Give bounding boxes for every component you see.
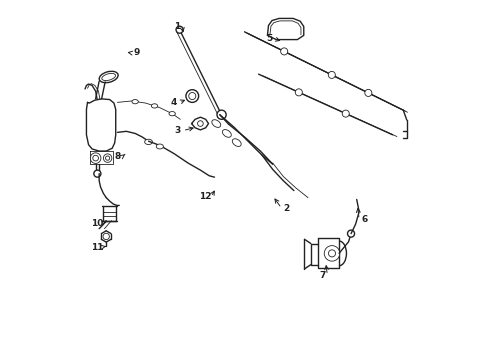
Circle shape xyxy=(197,121,203,126)
Text: 11: 11 xyxy=(91,243,103,252)
Text: 5: 5 xyxy=(265,34,272,43)
Ellipse shape xyxy=(151,104,158,108)
Text: 12: 12 xyxy=(199,193,211,202)
Text: 6: 6 xyxy=(361,215,367,224)
Text: 3: 3 xyxy=(174,126,180,135)
Text: 10: 10 xyxy=(91,219,103,228)
Text: 8: 8 xyxy=(114,152,121,161)
Text: 7: 7 xyxy=(318,271,325,280)
Circle shape xyxy=(324,246,339,261)
Circle shape xyxy=(327,71,335,78)
Text: 4: 4 xyxy=(170,98,177,107)
Text: 9: 9 xyxy=(133,49,140,58)
Text: 2: 2 xyxy=(283,204,289,213)
Circle shape xyxy=(94,170,101,177)
Ellipse shape xyxy=(144,139,152,145)
Circle shape xyxy=(342,110,348,117)
Circle shape xyxy=(90,153,101,163)
Circle shape xyxy=(176,26,183,33)
Ellipse shape xyxy=(169,112,175,116)
Circle shape xyxy=(280,48,287,55)
Text: 1: 1 xyxy=(173,22,180,31)
Circle shape xyxy=(295,89,302,96)
Ellipse shape xyxy=(132,100,138,104)
Circle shape xyxy=(364,89,371,96)
Circle shape xyxy=(185,90,198,102)
Circle shape xyxy=(347,230,354,237)
Ellipse shape xyxy=(99,71,118,83)
Circle shape xyxy=(217,110,225,119)
Ellipse shape xyxy=(156,144,163,149)
Circle shape xyxy=(103,154,112,162)
